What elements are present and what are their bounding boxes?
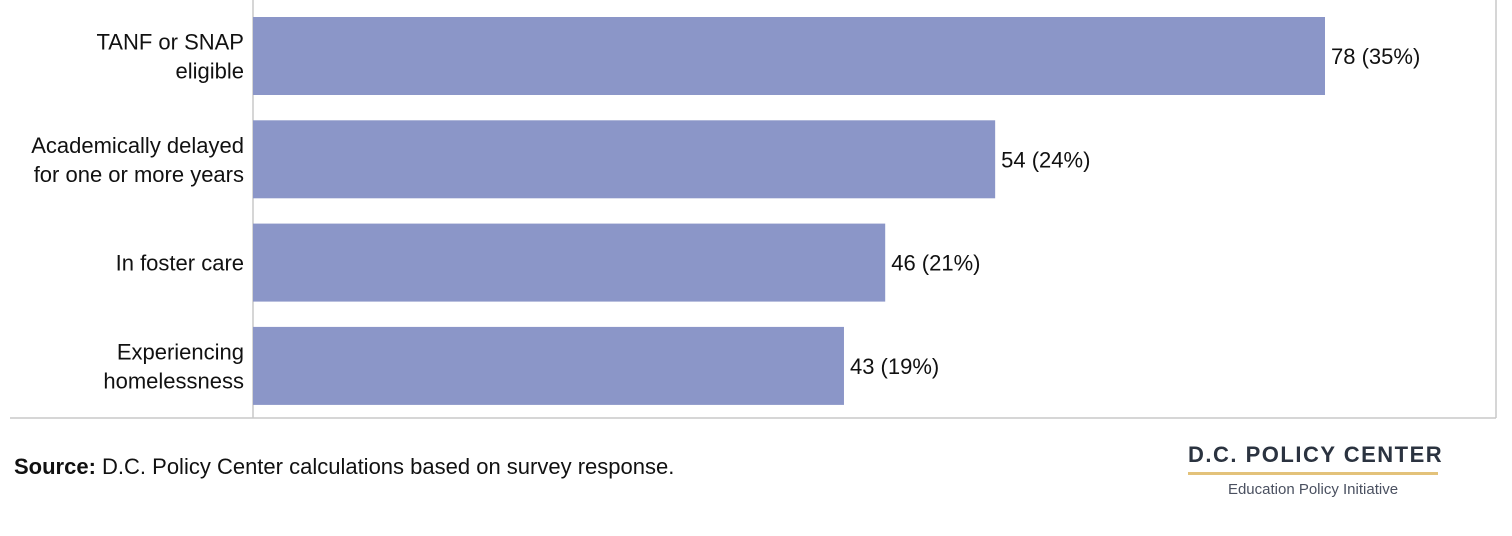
value-label-0: 78 (35%) (1331, 44, 1420, 69)
source-text: D.C. Policy Center calculations based on… (95, 454, 675, 479)
category-label-line: TANF or SNAP (96, 30, 244, 55)
bar-chart: 78 (35%) TANF or SNAP eligible 54 (24%) Acad… (10, 0, 1497, 419)
category-label-3: Experiencing homelessness (103, 339, 244, 393)
bar-0 (253, 17, 1325, 95)
category-label-1: Academically delayed for one or more year… (31, 133, 244, 187)
category-label-2: In foster care (116, 251, 244, 276)
category-label-line: eligible (176, 59, 245, 84)
logo-rule (1188, 472, 1438, 475)
category-label-line: Experiencing (117, 339, 244, 364)
value-label-3: 43 (19%) (850, 354, 939, 379)
dc-policy-center-logo: D.C. POLICY CENTER Education Policy Init… (1188, 442, 1444, 498)
source-note: Source: D.C. Policy Center calculations … (14, 454, 674, 480)
category-label-line: In foster care (116, 251, 244, 276)
logo-title: D.C. POLICY CENTER (1188, 442, 1444, 467)
category-label-0: TANF or SNAP eligible (96, 30, 244, 84)
category-label-line: Academically delayed (31, 133, 244, 158)
bar-1 (253, 120, 996, 199)
value-label-2: 46 (21%) (891, 251, 980, 276)
category-label-line: for one or more years (34, 162, 244, 187)
source-label: Source: (14, 454, 96, 479)
bar-3 (253, 326, 844, 405)
logo-subtitle: Education Policy Initiative (1227, 481, 1399, 498)
bar-2 (253, 223, 886, 302)
value-label-1: 54 (24%) (1001, 147, 1090, 172)
category-label-line: homelessness (103, 368, 244, 393)
